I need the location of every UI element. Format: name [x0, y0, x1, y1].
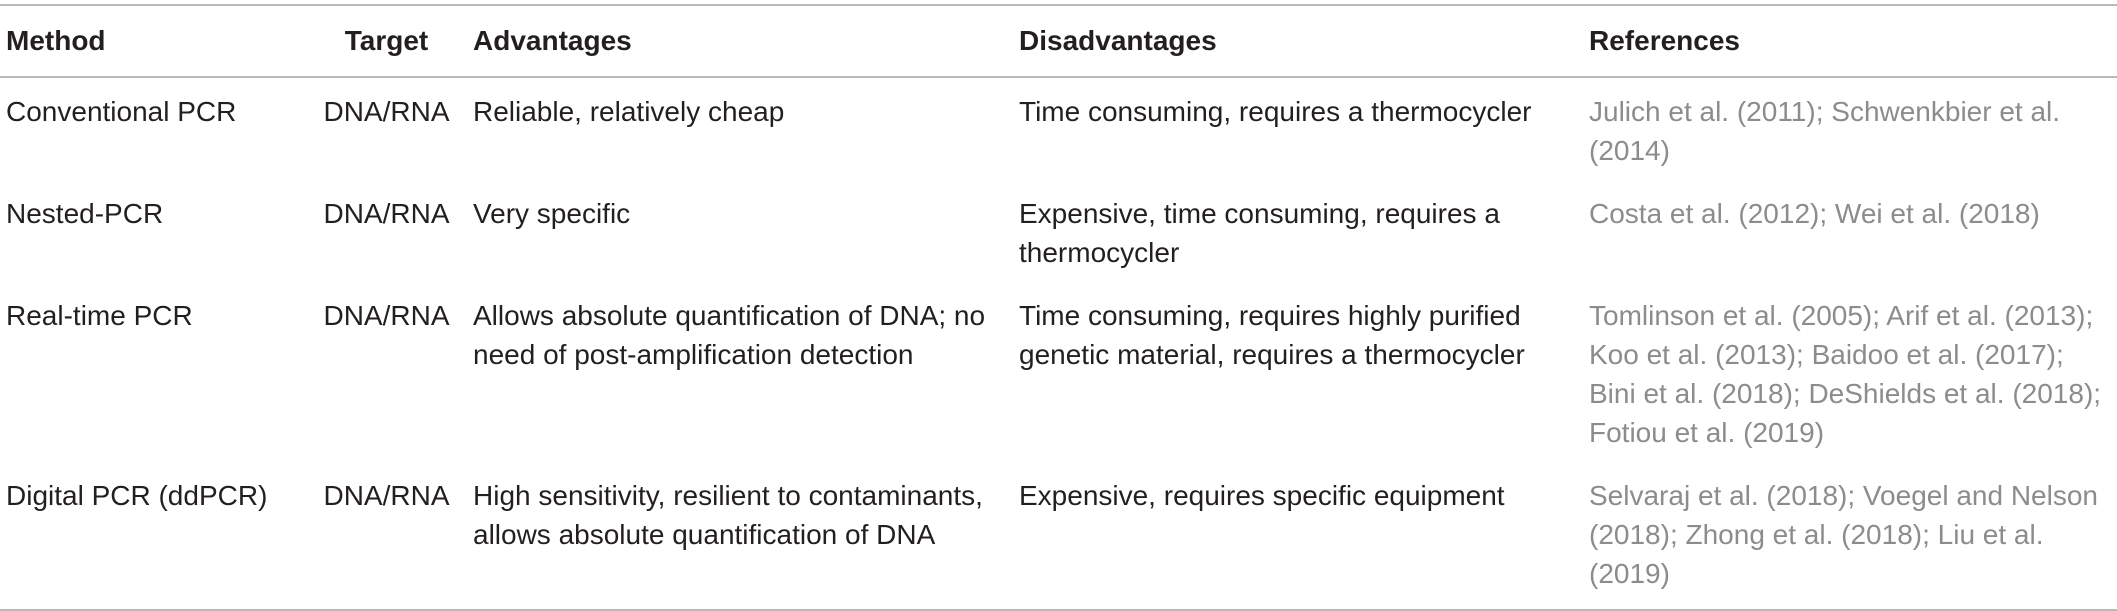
cell-references[interactable]: Tomlinson et al. (2005); Arif et al. (20…	[1589, 300, 2102, 448]
cell-references[interactable]: Costa et al. (2012); Wei et al. (2018)	[1589, 198, 2040, 229]
cell-disadvantages: Expensive, requires specific equipment	[1019, 480, 1505, 511]
cell-disadvantages: Time consuming, requires a thermocycler	[1019, 96, 1532, 127]
pcr-methods-table: Method Target Advantages Disadvantages R…	[0, 4, 2117, 611]
header-references: References	[1589, 25, 1740, 56]
cell-references[interactable]: Selvaraj et al. (2018); Voegel and Nelso…	[1589, 480, 2098, 589]
cell-target: DNA/RNA	[323, 198, 450, 229]
cell-references[interactable]: Julich et al. (2011); Schwenkbier et al.…	[1589, 96, 2061, 166]
cell-method: Nested-PCR	[6, 198, 164, 229]
header-row: Method Target Advantages Disadvantages R…	[0, 5, 2117, 77]
cell-target: DNA/RNA	[323, 480, 450, 511]
table-row: Conventional PCR DNA/RNA Reliable, relat…	[0, 77, 2117, 180]
cell-advantages: Allows absolute quantification of DNA; n…	[473, 300, 986, 370]
table-row: Real-time PCR DNA/RNA Allows absolute qu…	[0, 282, 2117, 462]
cell-advantages: Reliable, relatively cheap	[473, 96, 785, 127]
table-header: Method Target Advantages Disadvantages R…	[0, 5, 2117, 77]
cell-target: DNA/RNA	[323, 96, 450, 127]
header-advantages: Advantages	[473, 25, 632, 56]
pcr-methods-table-container: Method Target Advantages Disadvantages R…	[0, 4, 2117, 611]
cell-target: DNA/RNA	[323, 300, 450, 331]
table-row: Digital PCR (ddPCR) DNA/RNA High sensiti…	[0, 462, 2117, 610]
table-body: Conventional PCR DNA/RNA Reliable, relat…	[0, 77, 2117, 610]
cell-advantages: Very specific	[473, 198, 631, 229]
cell-advantages: High sensitivity, resilient to contamina…	[473, 480, 983, 550]
cell-disadvantages: Time consuming, requires highly purified…	[1019, 300, 1525, 370]
cell-method: Conventional PCR	[6, 96, 237, 127]
table-row: Nested-PCR DNA/RNA Very specific Expensi…	[0, 180, 2117, 282]
header-disadvantages: Disadvantages	[1019, 25, 1217, 56]
cell-method: Digital PCR (ddPCR)	[6, 480, 268, 511]
header-target: Target	[344, 25, 429, 56]
header-method: Method	[6, 25, 106, 56]
cell-method: Real-time PCR	[6, 300, 193, 331]
cell-disadvantages: Expensive, time consuming, requires a th…	[1019, 198, 1500, 268]
